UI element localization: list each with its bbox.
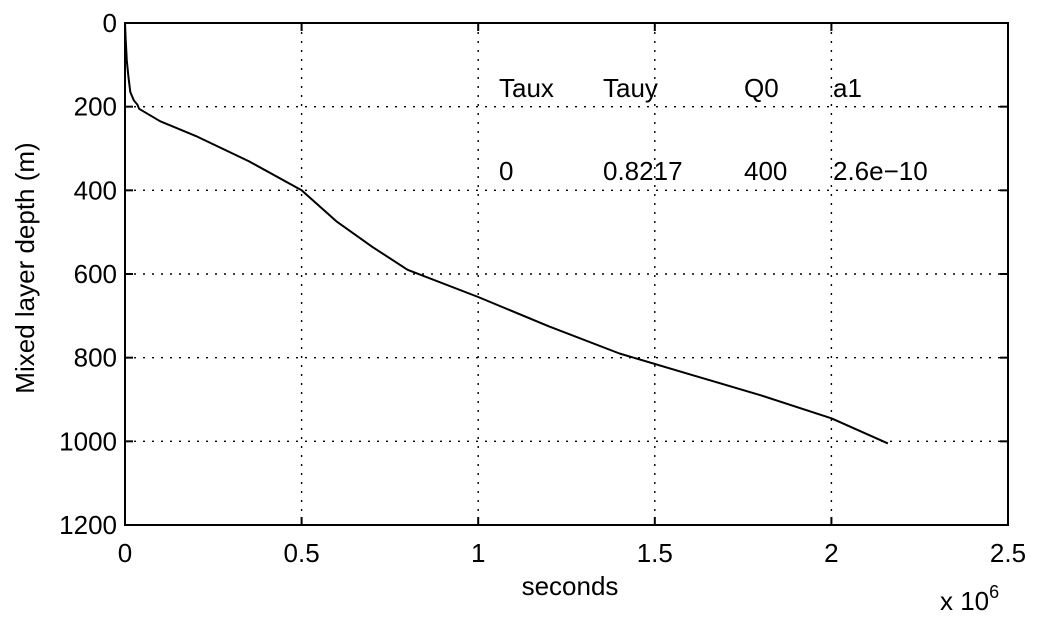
x-tick-label: 1.5	[637, 538, 673, 568]
y-tick-labels: 0 200 400 600 800 1000 1200	[59, 8, 117, 540]
y-tick-label: 400	[74, 175, 117, 205]
annotation-header-tauy: Tauy	[603, 73, 658, 103]
annotation-value-taux: 0	[499, 156, 513, 186]
tick-marks	[124, 22, 1009, 526]
y-tick-label: 200	[74, 92, 117, 122]
grid-layer	[125, 23, 1008, 525]
x-tick-label: 0	[118, 538, 132, 568]
x-tick-label: 2	[824, 538, 838, 568]
annotation-value-a1: 2.6e−10	[833, 156, 928, 186]
y-tick-label: 1000	[59, 426, 117, 456]
annotation-value-q0: 400	[744, 156, 787, 186]
y-tick-label: 800	[74, 343, 117, 373]
annotation-header-q0: Q0	[744, 73, 779, 103]
x-axis-multiplier-exponent: 6	[989, 582, 999, 602]
annotation-value-tauy: 0.8217	[603, 156, 683, 186]
parameter-annotation: Taux Tauy Q0 a1 0 0.8217 400 2.6e−10	[499, 73, 928, 186]
x-tick-labels: 0 0.5 1 1.5 2 2.5	[118, 538, 1026, 568]
mixed-layer-depth-line	[124, 22, 889, 445]
y-axis-label: Mixed layer depth (m)	[10, 142, 40, 393]
y-tick-label: 0	[103, 8, 117, 38]
y-tick-label: 600	[74, 259, 117, 289]
x-axis-multiplier-base: x 10	[940, 586, 989, 616]
x-axis-multiplier: x 106	[940, 582, 999, 616]
x-tick-label: 1	[471, 538, 485, 568]
annotation-header-a1: a1	[833, 73, 862, 103]
x-tick-label: 0.5	[284, 538, 320, 568]
y-tick-label: 1200	[59, 510, 117, 540]
annotation-header-taux: Taux	[499, 73, 554, 103]
x-tick-label: 2.5	[990, 538, 1026, 568]
x-axis-label: seconds	[522, 571, 619, 601]
